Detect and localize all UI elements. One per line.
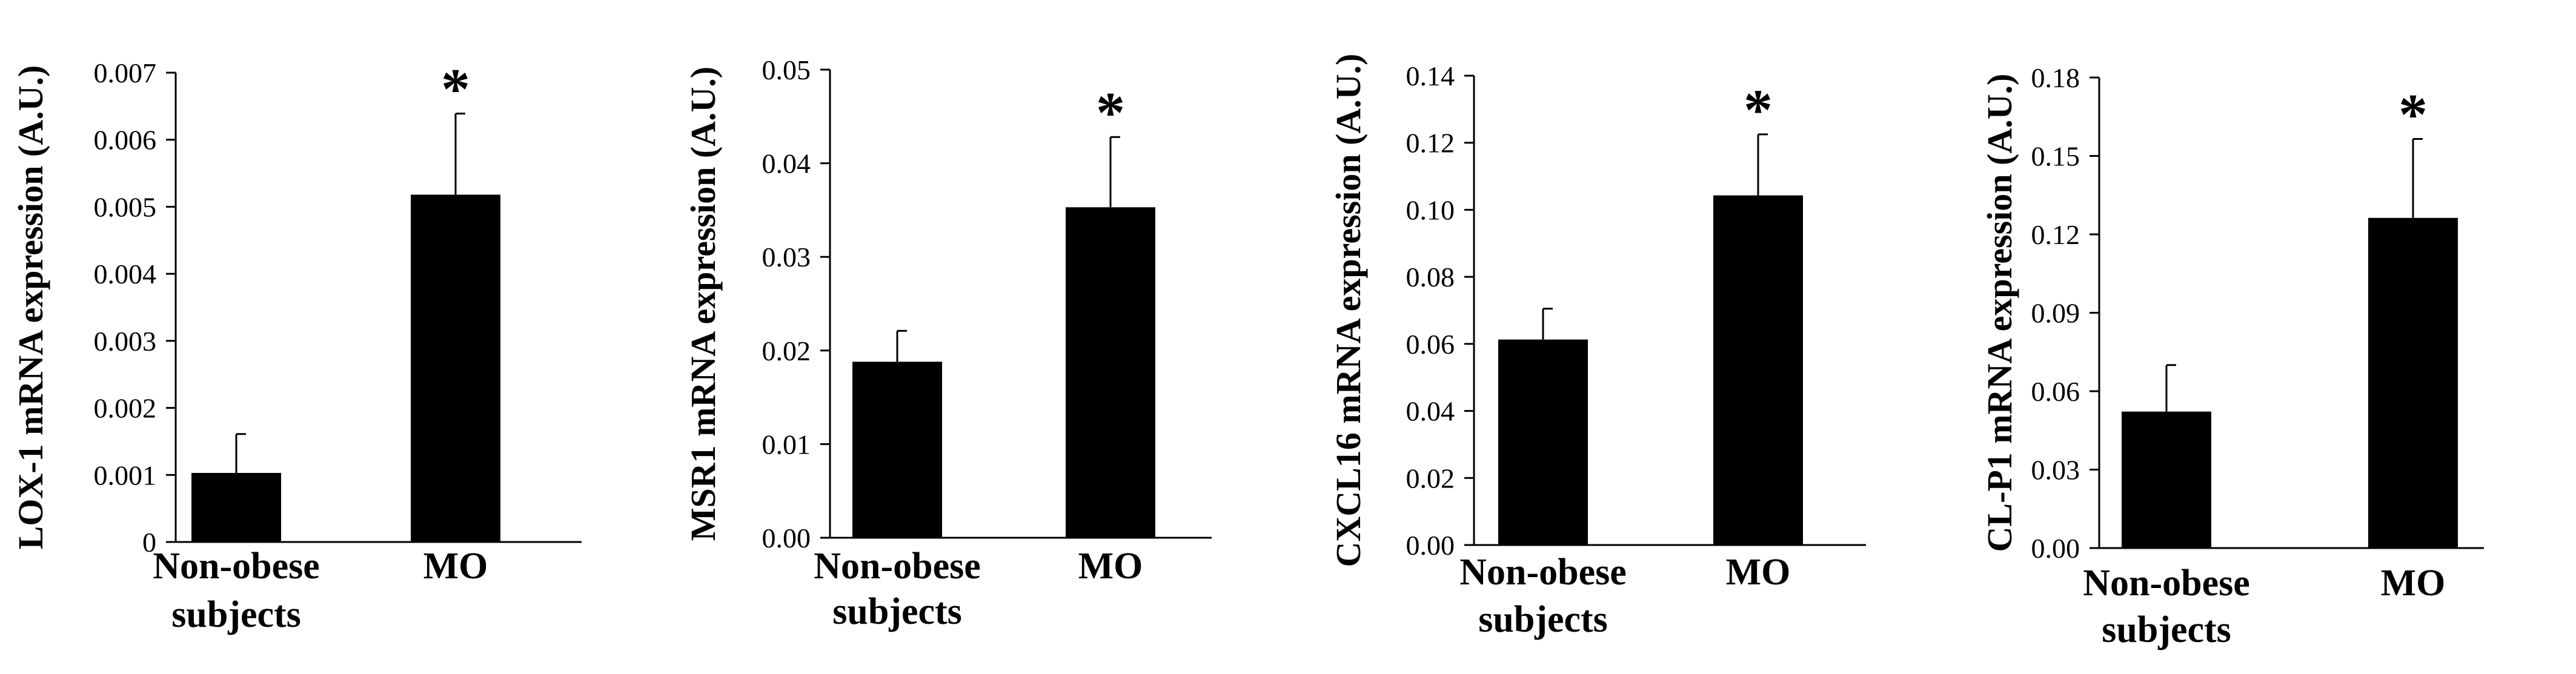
bar-mo — [2368, 217, 2458, 548]
y-tick-label: 0.18 — [2031, 62, 2080, 93]
y-tick-label: 0.01 — [762, 429, 811, 460]
panel-cxcl16: 0.00 0.02 0.04 0.06 0.08 0.10 0.12 0.14 CXCL16 m… — [1329, 54, 1866, 640]
panel-lox1: 0 0.001 0.002 0.003 0.004 0.005 0.006 0.007 LOX-… — [11, 57, 582, 635]
x-category-label: MO — [2381, 563, 2446, 604]
x-category-label: MO — [423, 546, 488, 587]
y-tick-label: 0.12 — [2031, 219, 2080, 250]
y-tick-label: 0.02 — [762, 335, 811, 366]
y-tick-label: 0.001 — [94, 460, 157, 491]
y-tick-label: 0.004 — [94, 259, 157, 289]
x-category-label: subjects — [1478, 599, 1608, 640]
panel-clp1: 0.00 0.03 0.06 0.09 0.12 0.15 0.18 CL-P1 mRNA e… — [1980, 62, 2484, 650]
y-tick-label: 0.09 — [2031, 298, 2080, 329]
y-tick-label: 0.006 — [94, 125, 157, 156]
y-tick-label: 0.03 — [762, 242, 811, 273]
y-tick-label: 0.10 — [1406, 194, 1455, 225]
y-tick-label: 0.06 — [1406, 329, 1455, 360]
significance-marker: * — [1096, 80, 1125, 145]
bar-non-obese — [191, 472, 281, 542]
y-axis-label: MSR1 mRNA expression (A.U.) — [683, 67, 723, 541]
y-tick-label: 0.04 — [1406, 396, 1455, 427]
y-tick-label: 0.007 — [94, 58, 157, 88]
bar-mo — [1066, 207, 1155, 538]
y-tick-label: 0.02 — [1406, 463, 1455, 494]
y-tick-label: 0.12 — [1406, 128, 1455, 159]
y-tick-label: 0.05 — [762, 55, 811, 85]
x-category-label: subjects — [171, 594, 301, 635]
significance-marker: * — [1744, 78, 1773, 142]
y-tick-label: 0.00 — [762, 523, 811, 553]
y-tick-label: 0.14 — [1406, 61, 1455, 91]
x-category-label: Non-obese — [2083, 563, 2250, 604]
bar-mo — [1713, 195, 1803, 545]
y-tick-label: 0.003 — [94, 326, 157, 357]
x-category-label: Non-obese — [814, 546, 981, 587]
y-tick-label: 0.002 — [94, 393, 157, 424]
x-category-label: subjects — [2102, 609, 2231, 650]
y-tick-label: 0.005 — [94, 191, 157, 222]
bar-non-obese — [852, 362, 942, 538]
bar-mo — [411, 194, 500, 542]
bar-non-obese — [1498, 339, 1588, 545]
x-category-label: Non-obese — [1459, 552, 1627, 593]
y-axis-label: CXCL16 mRNA expression (A.U.) — [1329, 54, 1368, 567]
significance-marker: * — [441, 57, 470, 122]
bar-non-obese — [2122, 411, 2211, 548]
significance-marker: * — [2398, 82, 2428, 147]
y-tick-label: 0 — [142, 527, 156, 558]
x-category-label: subjects — [832, 591, 962, 632]
y-tick-label: 0.08 — [1406, 262, 1455, 292]
y-tick-label: 0.00 — [1406, 530, 1455, 561]
panel-msr1: 0.00 0.01 0.02 0.03 0.04 0.05 MSR1 mRNA expres… — [683, 55, 1212, 632]
y-tick-label: 0.06 — [2031, 376, 2080, 407]
x-category-label: Non-obese — [153, 546, 320, 587]
y-axis-label: LOX-1 mRNA expression (A.U.) — [11, 65, 50, 550]
y-tick-label: 0.04 — [762, 148, 811, 179]
y-tick-label: 0.03 — [2031, 455, 2080, 486]
x-category-label: MO — [1078, 546, 1143, 587]
y-tick-label: 0.00 — [2031, 533, 2080, 564]
x-category-label: MO — [1726, 552, 1791, 593]
y-axis-label: CL-P1 mRNA expression (A.U.) — [1980, 74, 2019, 552]
y-tick-label: 0.15 — [2031, 141, 2080, 172]
